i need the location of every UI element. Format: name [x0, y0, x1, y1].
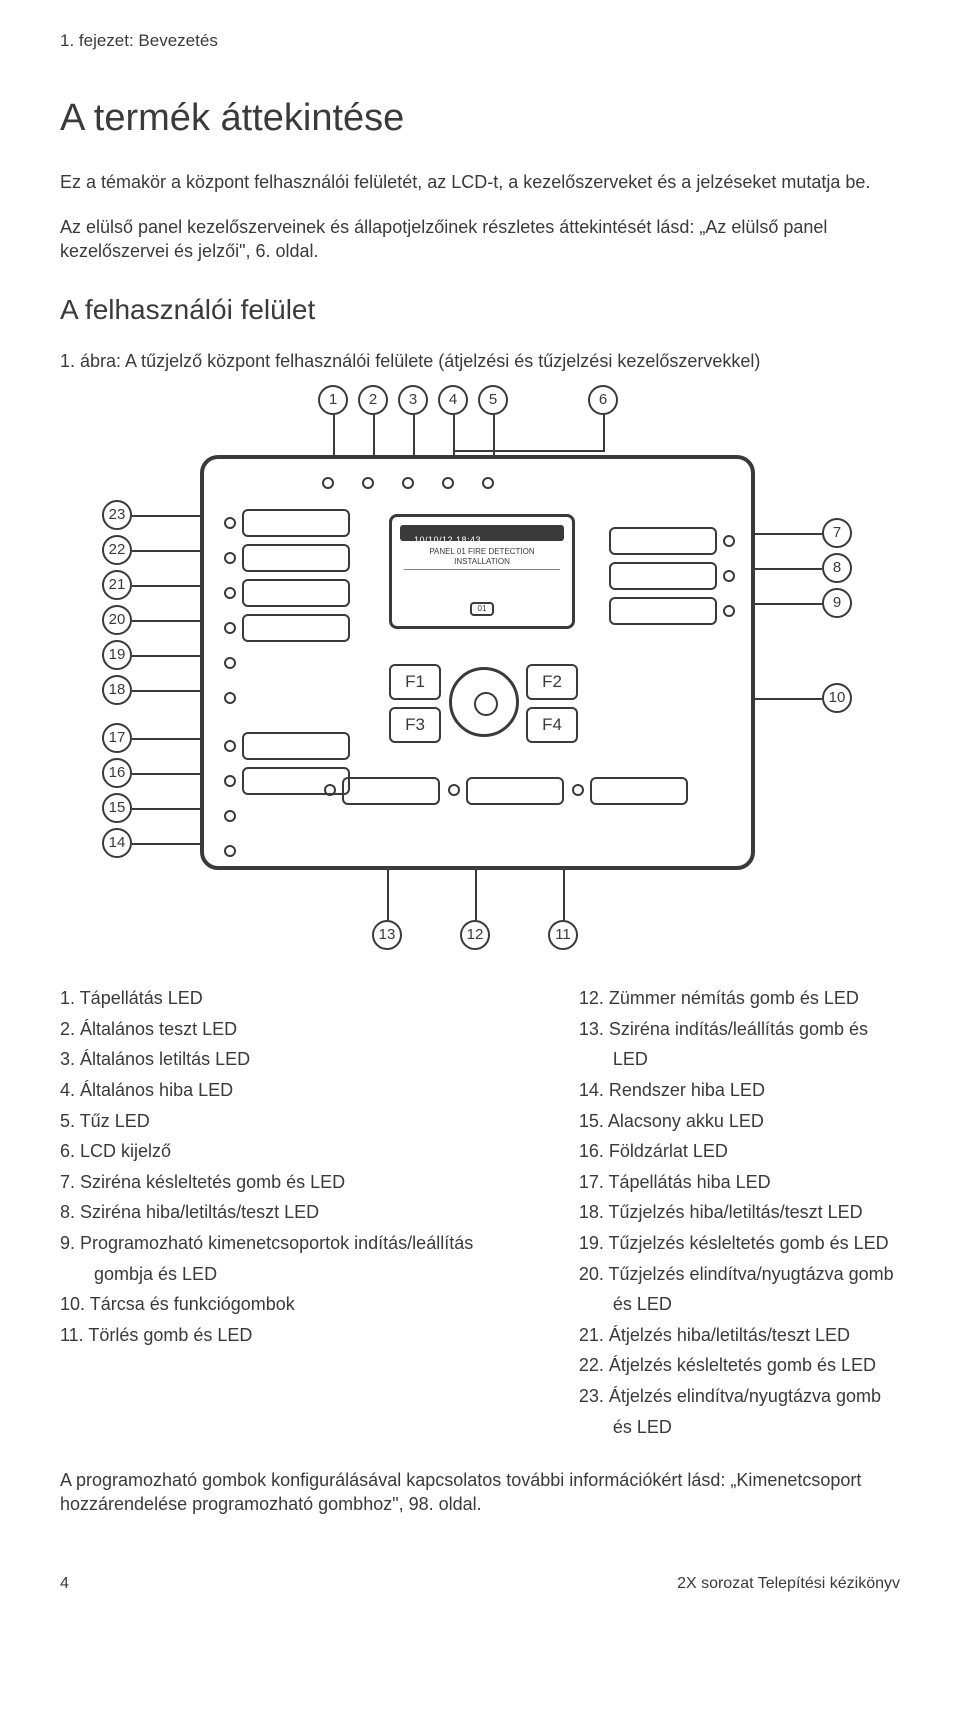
f2-key: F2	[526, 664, 578, 700]
legend-item: 17. Tápellátás hiba LED	[579, 1167, 900, 1198]
lcd-display: 10/10/12 18:43 PANEL 01 FIRE DETECTION I…	[389, 514, 575, 629]
legend-item: 14. Rendszer hiba LED	[579, 1075, 900, 1106]
callout-17: 17	[102, 723, 132, 753]
lcd-bar-text: 10/10/12 18:43	[400, 532, 481, 548]
legend-item: 9. Programozható kimenetcsoportok indítá…	[60, 1228, 519, 1289]
callout-15: 15	[102, 793, 132, 823]
legend-item: 6. LCD kijelző	[60, 1136, 519, 1167]
rotary-dial	[449, 667, 519, 737]
callout-11: 11	[548, 920, 578, 950]
callout-8: 8	[822, 553, 852, 583]
btn11	[590, 777, 688, 805]
legend-item: 18. Tűzjelzés hiba/letiltás/teszt LED	[579, 1197, 900, 1228]
page-title: A termék áttekintése	[60, 93, 900, 144]
legend-item: 23. Átjelzés elindítva/nyugtázva gomb és…	[579, 1381, 900, 1442]
callout-21: 21	[102, 570, 132, 600]
callout-13: 13	[372, 920, 402, 950]
callout-18: 18	[102, 675, 132, 705]
legend-left: 1. Tápellátás LED2. Általános teszt LED3…	[60, 983, 519, 1442]
legend-item: 20. Tűzjelzés elindítva/nyugtázva gomb é…	[579, 1259, 900, 1320]
callout-10: 10	[822, 683, 852, 713]
footer-page-number: 4	[60, 1573, 69, 1595]
chapter-label: 1. fejezet: Bevezetés	[60, 30, 900, 53]
btn11-led	[572, 784, 584, 796]
callout-5: 5	[478, 385, 508, 415]
callout-22: 22	[102, 535, 132, 565]
figure-caption: 1. ábra: A tűzjelző központ felhasználói…	[60, 349, 900, 373]
page-footer: 4 2X sorozat Telepítési kézikönyv	[60, 1567, 900, 1595]
btn12-led	[448, 784, 460, 796]
f4-key: F4	[526, 707, 578, 743]
legend-item: 4. Általános hiba LED	[60, 1075, 519, 1106]
callout-7: 7	[822, 518, 852, 548]
callout-14: 14	[102, 828, 132, 858]
lcd-chip: 01	[470, 602, 494, 616]
callout-19: 19	[102, 640, 132, 670]
legend-item: 15. Alacsony akku LED	[579, 1106, 900, 1137]
legend-item: 21. Átjelzés hiba/letiltás/teszt LED	[579, 1320, 900, 1351]
f1-key: F1	[389, 664, 441, 700]
callout-20: 20	[102, 605, 132, 635]
footer-doc-title: 2X sorozat Telepítési kézikönyv	[677, 1573, 900, 1595]
panel-diagram: 1 2 3 4 5 6 23 22 21 20 19 18 17 16 15 1…	[60, 385, 900, 965]
section-heading: A felhasználói felület	[60, 291, 900, 329]
legend-item: 7. Sziréna késleltetés gomb és LED	[60, 1167, 519, 1198]
intro-paragraph-2: Az elülső panel kezelőszerveinek és álla…	[60, 215, 900, 264]
legend-item: 16. Földzárlat LED	[579, 1136, 900, 1167]
callout-6: 6	[588, 385, 618, 415]
legend-item: 1. Tápellátás LED	[60, 983, 519, 1014]
legend-item: 10. Tárcsa és funkciógombok	[60, 1289, 519, 1320]
legend-item: 3. Általános letiltás LED	[60, 1044, 519, 1075]
intro-paragraph-1: Ez a témakör a központ felhasználói felü…	[60, 170, 900, 194]
callout-23: 23	[102, 500, 132, 530]
callout-2: 2	[358, 385, 388, 415]
callout-16: 16	[102, 758, 132, 788]
legend-item: 2. Általános teszt LED	[60, 1014, 519, 1045]
legend-item: 11. Törlés gomb és LED	[60, 1320, 519, 1351]
btn12	[466, 777, 564, 805]
callout-4: 4	[438, 385, 468, 415]
btn13	[342, 777, 440, 805]
callout-3: 3	[398, 385, 428, 415]
fire-panel-outline: 10/10/12 18:43 PANEL 01 FIRE DETECTION I…	[200, 455, 755, 870]
legend-item: 8. Sziréna hiba/letiltás/teszt LED	[60, 1197, 519, 1228]
callout-12: 12	[460, 920, 490, 950]
legend-item: 5. Tűz LED	[60, 1106, 519, 1137]
legend-item: 19. Tűzjelzés késleltetés gomb és LED	[579, 1228, 900, 1259]
callout-1: 1	[318, 385, 348, 415]
legend-right: 12. Zümmer némítás gomb és LED13. Szirén…	[579, 983, 900, 1442]
legend-item: 13. Sziréna indítás/leállítás gomb és LE…	[579, 1014, 900, 1075]
callout-9: 9	[822, 588, 852, 618]
closing-paragraph: A programozható gombok konfigurálásával …	[60, 1468, 900, 1517]
legend-item: 22. Átjelzés késleltetés gomb és LED	[579, 1350, 900, 1381]
f3-key: F3	[389, 707, 441, 743]
lcd-title: PANEL 01 FIRE DETECTION INSTALLATION	[404, 547, 560, 570]
legend-item: 12. Zümmer némítás gomb és LED	[579, 983, 900, 1014]
legend-columns: 1. Tápellátás LED2. Általános teszt LED3…	[60, 983, 900, 1442]
